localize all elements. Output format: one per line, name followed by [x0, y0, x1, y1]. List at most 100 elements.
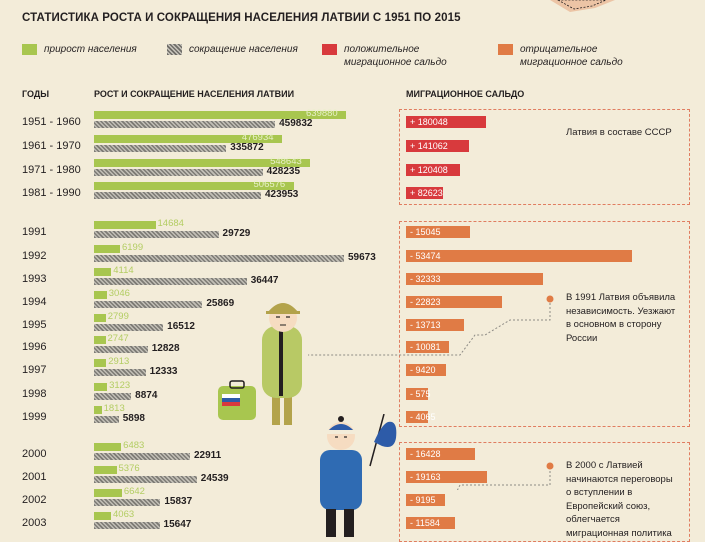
decline-bar [94, 324, 164, 331]
year-label: 1998 [22, 388, 47, 400]
legend-swatch [322, 44, 337, 55]
year-label: 2002 [22, 494, 47, 506]
note-independence: В 1991 Латвия объявила независимость. Уе… [566, 292, 676, 344]
growth-value-label: 6642 [123, 486, 145, 497]
growth-bar [94, 314, 106, 322]
legend-label: отрицательное миграционное сальдо [520, 44, 623, 68]
corner-decoration [550, 0, 615, 12]
legend-swatch [498, 44, 513, 55]
growth-value-label: 6483 [123, 440, 145, 451]
year-label: 1997 [22, 364, 47, 376]
migration-bar: - 22823 [406, 296, 503, 308]
decline-value-label: 5898 [122, 413, 145, 424]
growth-bar [94, 135, 282, 143]
decline-value-label: 12333 [149, 366, 178, 377]
growth-value-label: 3123 [109, 380, 131, 391]
migration-bar: - 19163 [406, 471, 487, 483]
header-growth: РОСТ И СОКРАЩЕНИЕ НАСЕЛЕНИЯ ЛАТВИИ [94, 89, 295, 99]
year-label: 1961 - 1970 [22, 140, 81, 152]
growth-value-label: 5376 [118, 463, 140, 474]
growth-value-label: 639880 [306, 108, 338, 119]
decline-value-label: 25869 [206, 298, 235, 309]
growth-value-label: 2913 [108, 356, 130, 367]
year-label: 1992 [22, 250, 47, 262]
growth-value-label: 3046 [108, 288, 130, 299]
growth-value-label: 6199 [121, 242, 144, 253]
year-label: 2000 [22, 448, 47, 460]
growth-bar [94, 111, 346, 119]
growth-bar [94, 489, 122, 497]
migration-bar: - 13713 [406, 319, 464, 331]
growth-bar [94, 268, 112, 276]
growth-value-label: 476934 [241, 132, 274, 143]
growth-bar [94, 466, 117, 474]
year-label: 1996 [22, 341, 47, 353]
header-years: ГОДЫ [22, 89, 50, 99]
legend-label: прирост населения [44, 44, 137, 55]
growth-bar [94, 512, 112, 520]
decline-bar [94, 301, 203, 308]
legend-label: положительное миграционное сальдо [344, 44, 447, 68]
growth-bar [94, 291, 107, 299]
header-migration: МИГРАЦИОННОЕ САЛЬДО [406, 89, 525, 99]
decline-bar [94, 145, 227, 152]
migration-bar: - 11584 [406, 517, 455, 529]
growth-value-label: 2747 [107, 333, 129, 344]
growth-bar [94, 359, 107, 367]
year-label: 1995 [22, 319, 47, 331]
decline-value-label: 59673 [348, 252, 376, 263]
decline-bar [94, 499, 161, 506]
decline-value-label: 15647 [163, 519, 192, 530]
page-title: СТАТИСТИКА РОСТА И СОКРАЩЕНИЯ НАСЕЛЕНИЯ … [22, 12, 461, 24]
decline-bar [94, 453, 190, 460]
migration-bar: + 82623 [406, 187, 443, 199]
growth-bar [94, 336, 106, 344]
decline-value-label: 24539 [200, 473, 229, 484]
decline-bar [94, 522, 160, 529]
growth-value-label: 1813 [103, 403, 125, 414]
decline-value-label: 8874 [135, 390, 158, 401]
decline-bar [94, 192, 261, 199]
migration-bar: - 575 [406, 388, 431, 400]
independence-period-box [399, 221, 690, 427]
year-label: 1971 - 1980 [22, 164, 81, 176]
growth-value-label: 506576 [253, 179, 286, 190]
year-label: 1994 [22, 296, 47, 308]
decline-bar [94, 169, 263, 176]
growth-bar [94, 221, 156, 229]
growth-value-label: 2799 [107, 311, 129, 322]
year-label: 2003 [22, 517, 47, 529]
decline-value-label: 15837 [164, 496, 193, 507]
decline-bar [94, 121, 276, 128]
growth-bar [94, 443, 122, 451]
growth-bar [94, 159, 311, 167]
decline-bar [94, 346, 148, 353]
migration-bar: - 53474 [406, 250, 632, 262]
decline-value-label: 36447 [250, 275, 279, 286]
migration-bar: - 32333 [406, 273, 543, 285]
growth-value-label: 4114 [113, 265, 134, 276]
decline-value-label: 423953 [264, 189, 299, 200]
migration-bar: + 120408 [406, 164, 460, 176]
year-label: 2001 [22, 471, 47, 483]
growth-value-label: 4063 [113, 509, 135, 520]
decline-value-label: 335872 [230, 142, 264, 153]
decline-bar [94, 369, 146, 376]
migration-bar: + 180048 [406, 116, 486, 128]
migration-bar: - 9195 [406, 494, 445, 506]
year-label: 1993 [22, 273, 47, 285]
note-eu: В 2000 с Латвией начинаются переговоры о… [566, 460, 673, 539]
year-label: 1951 - 1960 [22, 116, 81, 128]
growth-bar [94, 383, 108, 391]
growth-bar [94, 245, 120, 253]
growth-value-label: 548643 [270, 156, 302, 167]
year-label: 1999 [22, 411, 47, 423]
decline-bar [94, 231, 219, 238]
man-with-suitcase-illustration [218, 303, 302, 425]
decline-value-label: 12828 [151, 343, 180, 354]
legend-label: сокращение населения [189, 44, 298, 55]
legend-swatch [167, 44, 182, 55]
year-label: 1981 - 1990 [22, 187, 81, 199]
migration-bar: - 4065 [406, 411, 436, 423]
man-with-bindle-illustration [320, 414, 397, 537]
